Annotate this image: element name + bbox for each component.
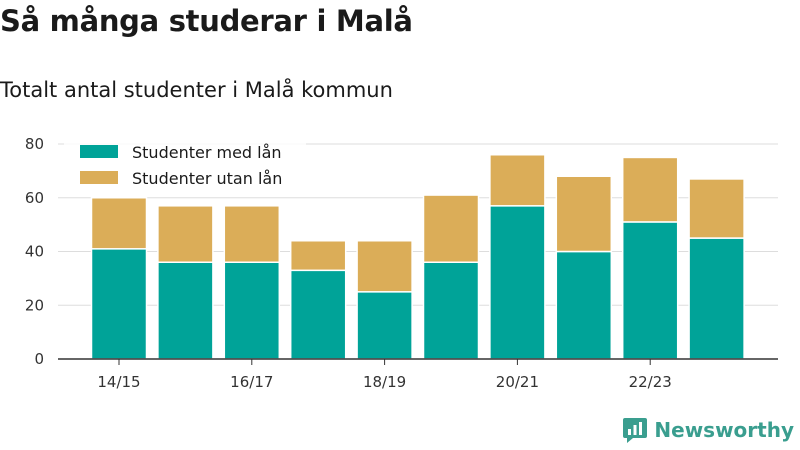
legend-swatch-without-loan xyxy=(80,171,118,184)
x-tick-label: 18/19 xyxy=(363,373,406,391)
y-tick-label: 60 xyxy=(25,189,44,207)
newsworthy-icon xyxy=(623,418,648,443)
bar-without-loan xyxy=(489,154,546,207)
bar-without-loan xyxy=(90,197,148,250)
newsworthy-logo: Newsworthy xyxy=(622,416,794,444)
bar-with-loan xyxy=(157,261,214,360)
legend-swatch-with-loan xyxy=(80,145,118,158)
bar-with-loan xyxy=(356,291,413,360)
bars xyxy=(90,154,745,360)
legend-label-without-loan: Studenter utan lån xyxy=(132,169,282,188)
bar-without-loan xyxy=(621,156,679,223)
bar-without-loan xyxy=(422,194,480,263)
bar-with-loan xyxy=(289,269,347,360)
y-tick-label: 80 xyxy=(25,135,44,153)
bar-without-loan xyxy=(223,205,281,263)
bar-with-loan xyxy=(688,237,745,360)
chart-subtitle: Totalt antal studenter i Malå kommun xyxy=(0,78,393,102)
brand-name: Newsworthy xyxy=(654,418,794,442)
bar-with-loan xyxy=(223,261,281,360)
bar-without-loan xyxy=(356,240,413,293)
legend: Studenter med lån Studenter utan lån xyxy=(64,134,306,190)
legend-label-with-loan: Studenter med lån xyxy=(132,143,282,162)
bar-with-loan xyxy=(621,221,679,360)
x-tick-label: 16/17 xyxy=(230,373,273,391)
y-tick-label: 20 xyxy=(25,296,44,314)
bar-with-loan xyxy=(489,205,546,360)
y-tick-label: 40 xyxy=(25,243,44,261)
chart-title: Så många studerar i Malå xyxy=(0,4,413,38)
bar-with-loan xyxy=(555,250,613,360)
bar-without-loan xyxy=(289,240,347,272)
y-tick-label: 0 xyxy=(34,350,44,368)
x-tick-label: 20/21 xyxy=(496,373,539,391)
bar-with-loan xyxy=(90,248,148,360)
bar-without-loan xyxy=(688,178,745,239)
x-tick-label: 22/23 xyxy=(629,373,672,391)
axes: 14/15 16/17 18/19 20/21 22/23 xyxy=(58,358,778,391)
bar-without-loan xyxy=(157,205,214,263)
bar-without-loan xyxy=(555,175,613,253)
bar-with-loan xyxy=(422,261,480,360)
x-tick-label: 14/15 xyxy=(97,373,140,391)
